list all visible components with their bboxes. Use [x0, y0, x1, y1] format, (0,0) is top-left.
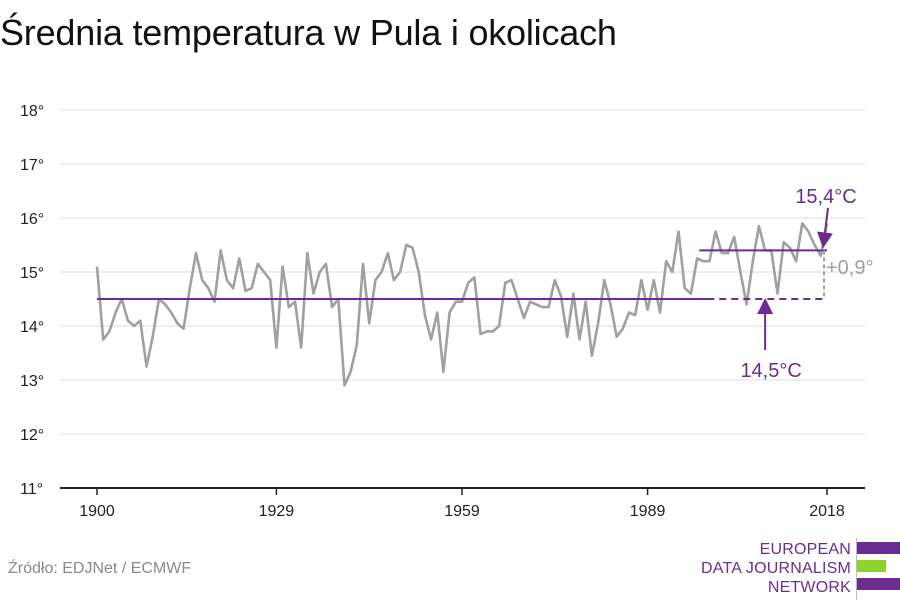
logo-bar-bottom — [857, 578, 900, 590]
logo-line-1: EUROPEAN — [759, 541, 851, 558]
grid-lines — [60, 109, 865, 435]
recent-annotation-arrow — [817, 207, 833, 249]
series-line — [95, 222, 829, 387]
source-note: Źródło: EDJNet / ECMWF — [8, 560, 192, 577]
y-tick-label: 13° — [20, 373, 44, 390]
x-tick-label: 2018 — [809, 503, 845, 520]
logo-divider — [856, 538, 857, 600]
baseline-annotation-label: 14,5°C — [740, 360, 801, 382]
reference-lines — [97, 249, 827, 300]
y-axis-ticks: 11° 12° 13° 14° 15° 16° 17° 18° — [20, 103, 44, 498]
logo-bar-middle — [857, 560, 886, 572]
y-tick-label: 18° — [20, 103, 44, 120]
x-tick-label: 1929 — [259, 503, 295, 520]
logo-line-3: NETWORK — [767, 579, 851, 596]
y-tick-label: 17° — [20, 157, 44, 174]
y-tick-label: 14° — [20, 319, 44, 336]
edjnet-logo: EUROPEAN DATA JOURNALISM NETWORK — [700, 538, 900, 600]
y-tick-label: 16° — [20, 211, 44, 228]
x-tick-label: 1900 — [79, 503, 115, 520]
delta-label: +0,9° — [826, 257, 873, 279]
y-tick-label: 11° — [20, 481, 43, 498]
y-tick-label: 12° — [20, 427, 44, 444]
x-tick-label: 1989 — [630, 503, 666, 520]
logo-line-2: DATA JOURNALISM — [701, 560, 851, 577]
logo-bar-top — [857, 542, 900, 554]
x-axis: 1900 1929 1959 1989 2018 — [60, 487, 865, 520]
annotations: 14,5°C 15,4°C +0,9° — [740, 186, 873, 382]
y-tick-label: 15° — [20, 265, 44, 282]
chart-title: Średnia temperatura w Pula i okolicach — [0, 12, 617, 53]
recent-annotation-label: 15,4°C — [795, 186, 856, 208]
x-tick-label: 1959 — [444, 503, 480, 520]
series-layer — [95, 222, 829, 387]
